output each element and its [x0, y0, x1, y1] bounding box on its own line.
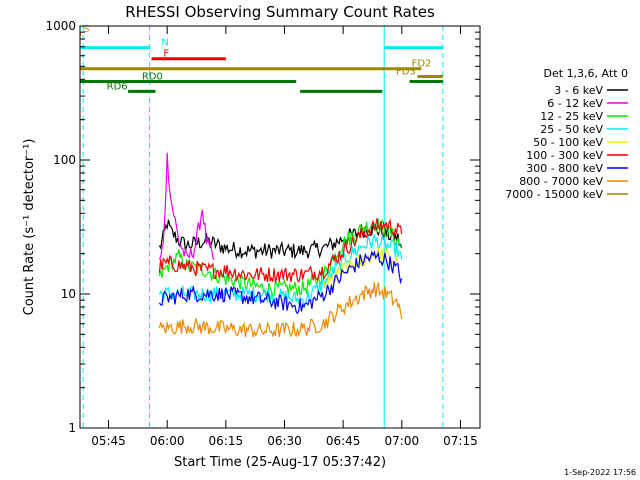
flag-label-f: F [163, 49, 169, 60]
legend-label-300-800-kev: 300 - 800 keV [526, 162, 603, 175]
x-tick-label-1: 06:00 [150, 434, 185, 448]
x-tick-label-0: 05:45 [91, 434, 126, 448]
x-tick-label-3: 06:30 [267, 434, 302, 448]
legend-title: Det 1,3,6, Att 0 [544, 67, 628, 80]
series-line-800-7000-kev [158, 282, 403, 338]
y-tick-label-1: 10 [61, 287, 76, 301]
y-tick-label-2: 100 [53, 153, 76, 167]
legend-label-50-100-kev: 50 - 100 keV [533, 136, 603, 149]
y-tick-label-3: 1000 [45, 19, 76, 33]
series-line-50-100-kev [323, 247, 399, 290]
y-tick-label-0: 1 [68, 421, 76, 435]
flag-label-fd2: FD2 [412, 59, 432, 70]
series-line-100-300-kev [158, 218, 403, 283]
y-axis-label: Count Rate (s⁻¹ detector⁻¹) [22, 139, 37, 316]
x-axis-label: Start Time (25-Aug-17 05:37:42) [174, 455, 386, 470]
legend-label-6-12-kev: 6 - 12 keV [547, 97, 603, 110]
legend-label-800-7000-kev: 800 - 7000 keV [519, 175, 603, 188]
flag-label-s: S [83, 24, 89, 35]
legend-label-100-300-kev: 100 - 300 keV [526, 149, 603, 162]
footer-timestamp: 1-Sep-2022 17:56 [564, 468, 636, 477]
legend-label-3-6-kev: 3 - 6 keV [554, 84, 603, 97]
flag-label-n: N [161, 38, 168, 49]
chart-title: RHESSI Observing Summary Count Rates [125, 3, 435, 21]
series-line-3-6-kev [158, 219, 403, 260]
series-line-6-12-kev [158, 152, 215, 261]
legend-label-7000-15000-kev: 7000 - 15000 keV [505, 188, 603, 201]
x-tick-label-6: 07:15 [443, 434, 478, 448]
legend-label-25-50-kev: 25 - 50 keV [540, 123, 603, 136]
x-tick-label-2: 06:15 [209, 434, 244, 448]
x-tick-label-4: 06:45 [326, 434, 361, 448]
x-tick-label-5: 07:00 [385, 434, 420, 448]
flag-label-fd3: FD3 [396, 66, 416, 77]
legend-label-12-25-kev: 12 - 25 keV [540, 110, 603, 123]
series-line-300-800-kev [158, 249, 403, 315]
axes: 05:45 06:00 06:15 06:30 06:45 07:00 07:15 1 10 10… [45, 19, 480, 448]
flag-label-rd0: RD0 [142, 72, 163, 83]
plot-frame [79, 25, 481, 429]
flag-label-rd6: RD6 [107, 81, 128, 92]
series-line-25-50-kev [158, 233, 403, 308]
